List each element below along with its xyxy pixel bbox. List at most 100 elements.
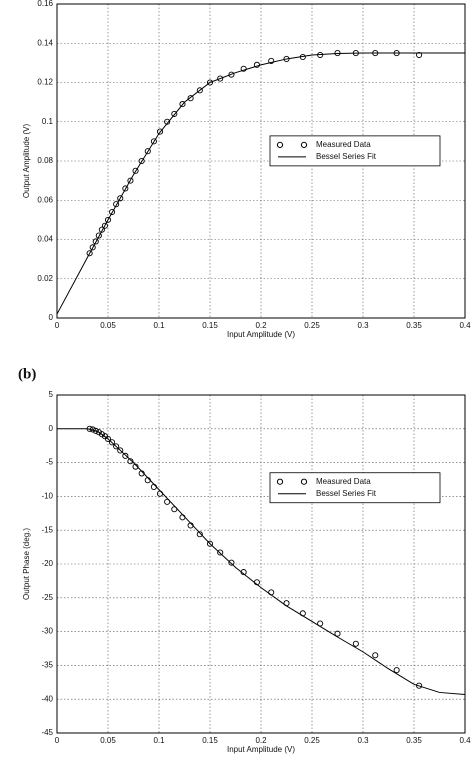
data-marker <box>171 110 178 117</box>
data-marker <box>127 177 134 184</box>
data-marker <box>150 138 157 145</box>
data-marker <box>156 128 164 135</box>
legend-label: Bessel Series Fit <box>316 152 377 161</box>
data-marker <box>86 250 93 257</box>
data-marker <box>117 195 124 202</box>
legend-box <box>269 472 441 504</box>
x-tick-label: 0.25 <box>304 736 320 745</box>
x-axis-label: Input Amplitude (V) <box>227 330 295 339</box>
x-tick-label: 0.35 <box>406 321 422 330</box>
data-marker <box>416 682 423 689</box>
fit-line <box>56 52 465 315</box>
legend-label: Bessel Series Fit <box>316 489 377 498</box>
data-marker <box>334 630 341 637</box>
data-marker <box>122 185 129 192</box>
data-marker <box>104 216 112 223</box>
legend-label: Measured Data <box>316 140 371 149</box>
y-tick-label: 0.06 <box>37 195 53 204</box>
y-tick-label: 0 <box>49 313 54 322</box>
data-marker <box>217 75 224 82</box>
legend-label: Measured Data <box>316 477 371 486</box>
y-tick-label: 0 <box>49 424 54 433</box>
data-marker <box>268 57 275 64</box>
data-marker <box>109 208 116 216</box>
plot-frame <box>56 3 466 319</box>
x-tick-label: 0.25 <box>304 321 320 330</box>
x-tick-label: 0.4 <box>459 321 471 330</box>
data-marker <box>92 427 99 434</box>
data-marker <box>393 667 400 674</box>
legend-marker <box>300 478 308 485</box>
x-axis-label: Input Amplitude (V) <box>227 745 295 754</box>
data-marker <box>150 483 157 490</box>
x-tick-label: 0.1 <box>153 736 165 745</box>
x-tick-label: 0.2 <box>255 736 267 745</box>
legend-box <box>269 135 441 167</box>
data-marker <box>132 167 139 174</box>
panel-label: (b) <box>18 366 36 382</box>
data-marker <box>164 118 171 125</box>
data-marker <box>98 226 105 233</box>
x-tick-label: 0.1 <box>153 321 165 330</box>
x-tick-label: 0.35 <box>406 736 422 745</box>
data-marker <box>206 79 214 86</box>
data-marker <box>101 222 108 229</box>
y-tick-label: 0.14 <box>37 38 53 47</box>
x-tick-label: 0.05 <box>100 321 116 330</box>
data-marker <box>228 71 235 78</box>
data-marker <box>156 490 164 497</box>
y-tick-label: -20 <box>41 559 53 568</box>
y-tick-label: -45 <box>41 728 53 737</box>
x-tick-label: 0.15 <box>202 321 218 330</box>
x-tick-label: 0.4 <box>459 736 471 745</box>
y-tick-label: 5 <box>49 390 54 399</box>
data-marker <box>416 51 423 59</box>
data-marker <box>228 559 235 566</box>
y-tick-label: -10 <box>41 492 53 501</box>
fit-line <box>57 428 466 695</box>
y-tick-label: 0.1 <box>42 117 54 126</box>
data-marker <box>117 447 124 454</box>
data-marker <box>196 87 203 94</box>
legend-marker <box>300 141 308 148</box>
y-tick-label: -25 <box>41 593 53 602</box>
data-marker <box>372 652 379 659</box>
data-marker <box>95 429 102 436</box>
y-tick-label: 0.12 <box>37 78 53 87</box>
data-marker <box>109 439 116 446</box>
y-tick-label: -5 <box>46 458 54 467</box>
y-tick-label: -40 <box>41 694 53 703</box>
x-tick-label: 0.3 <box>357 736 369 745</box>
data-marker <box>122 452 129 459</box>
legend-marker <box>276 141 284 148</box>
data-marker <box>187 95 194 102</box>
y-tick-label: 0.08 <box>37 156 53 165</box>
plot-frame <box>56 394 466 734</box>
data-marker <box>196 531 203 538</box>
data-marker <box>179 101 186 108</box>
data-marker <box>89 244 96 251</box>
data-marker <box>179 514 186 521</box>
y-tick-label: 0.04 <box>37 235 53 244</box>
data-marker <box>217 549 224 556</box>
data-marker <box>113 201 120 208</box>
y-tick-label: -35 <box>41 661 53 670</box>
x-tick-label: 0.15 <box>202 736 218 745</box>
y-tick-label: 0.16 <box>37 0 53 8</box>
y-axis-label: Output Phase (deg.) <box>22 528 31 600</box>
data-marker <box>98 431 105 438</box>
data-marker <box>206 540 214 547</box>
y-tick-label: -15 <box>41 525 53 534</box>
data-marker <box>138 157 145 165</box>
data-marker <box>104 435 112 442</box>
x-tick-label: 0.05 <box>100 736 116 745</box>
x-tick-label: 0 <box>55 736 60 745</box>
y-axis-label: Output Amplitude (V) <box>22 124 31 199</box>
y-tick-label: 0.02 <box>37 274 53 283</box>
x-tick-label: 0.3 <box>357 321 369 330</box>
data-marker <box>352 640 359 647</box>
x-tick-label: 0 <box>55 321 60 330</box>
data-marker <box>164 498 171 505</box>
